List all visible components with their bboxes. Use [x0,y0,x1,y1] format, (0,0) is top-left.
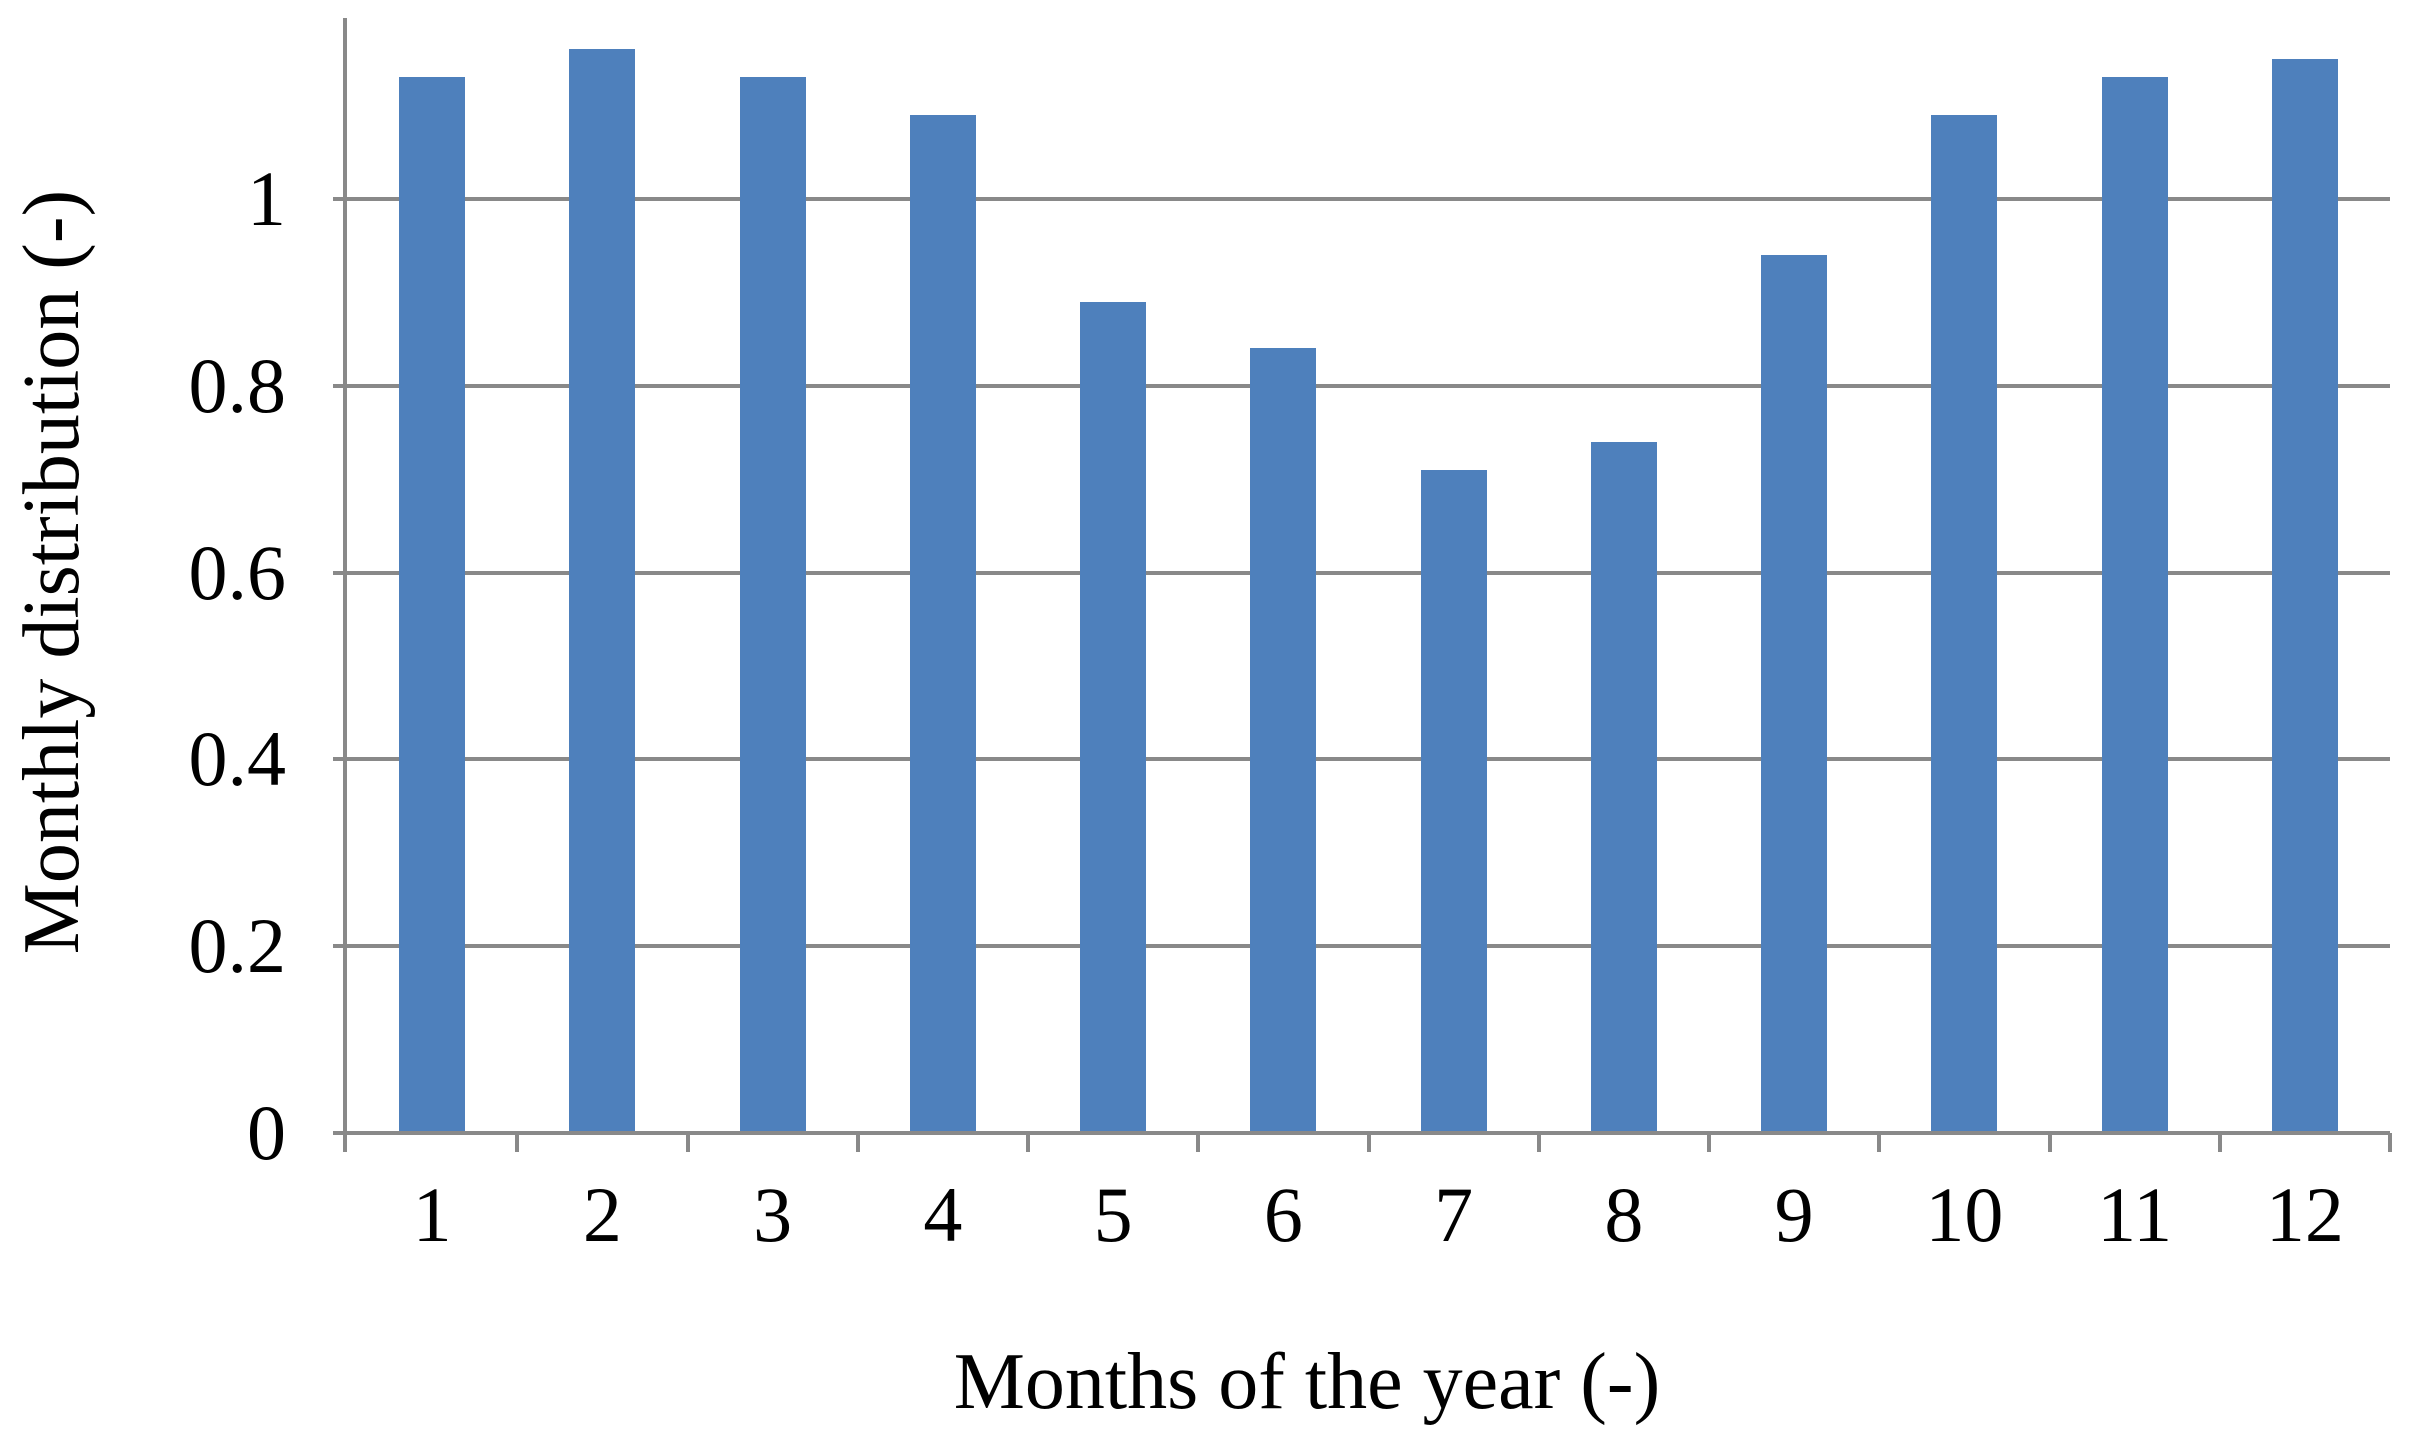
bar-month-4 [909,114,976,1133]
y-axis-tick-0.8 [333,383,347,388]
y-axis-tick-0.2 [333,944,347,949]
x-tick-label-11: 11 [2097,1171,2173,1258]
x-tick-label-6: 6 [1263,1171,1303,1258]
y-tick-label-0.8: 0.8 [188,341,287,429]
x-axis-tick-7 [1536,1133,1541,1152]
bar-month-9 [1761,254,1828,1133]
y-tick-label-1: 1 [247,154,286,242]
x-tick-label-9: 9 [1774,1171,1814,1258]
gridline-y-0.4 [347,757,2390,762]
bar-month-8 [1590,441,1657,1133]
x-axis-tick-4 [1026,1133,1030,1152]
plot-area [347,12,2390,1135]
y-axis-tick-0 [333,1131,347,1135]
x-tick-label-5: 5 [1093,1171,1133,1258]
y-tick-label-0.6: 0.6 [188,528,287,616]
x-axis-tick-10 [2047,1133,2052,1152]
x-tick-label-1: 1 [412,1171,452,1258]
gridline-y-0.8 [347,383,2390,388]
x-axis-tick-2 [685,1133,690,1152]
x-tick-label-7: 7 [1434,1171,1474,1258]
bar-month-2 [569,49,636,1133]
bar-month-11 [2101,77,2168,1133]
y-axis-tick-0.4 [333,757,347,762]
bar-month-6 [1250,348,1317,1133]
x-tick-label-8: 8 [1604,1171,1644,1258]
x-axis-tick-3 [855,1133,860,1152]
bar-month-12 [2271,58,2338,1133]
x-tick-label-4: 4 [923,1171,963,1258]
y-tick-label-0.4: 0.4 [188,715,287,803]
y-axis-tick-0.6 [333,570,347,575]
y-axis-line [343,18,347,1152]
x-tick-label-2: 2 [582,1171,622,1258]
x-axis-title: Months of the year (-) [953,1338,1661,1426]
gridline-y-0.2 [347,944,2390,949]
x-axis-tick-9 [1877,1133,1882,1152]
bar-month-7 [1420,469,1487,1133]
x-tick-label-3: 3 [753,1171,793,1258]
bar-month-3 [739,77,806,1133]
bar-month-1 [399,77,466,1133]
x-tick-label-10: 10 [1925,1171,2004,1258]
gridline-y-0.6 [347,570,2390,575]
x-axis-tick-1 [515,1133,520,1152]
gridline-y-1 [347,196,2390,201]
bar-month-10 [1931,114,1998,1133]
x-axis-tick-12 [2388,1133,2392,1152]
x-tick-label-12: 12 [2265,1171,2344,1258]
x-axis-tick-8 [1707,1133,1711,1152]
bar-month-5 [1080,301,1147,1133]
y-tick-label-0.2: 0.2 [188,902,287,990]
y-axis-tick-1 [333,196,347,201]
y-tick-label-0: 0 [247,1089,286,1176]
x-axis-tick-6 [1366,1133,1371,1152]
x-axis-tick-11 [2217,1133,2222,1152]
x-axis-tick-5 [1196,1133,1201,1152]
